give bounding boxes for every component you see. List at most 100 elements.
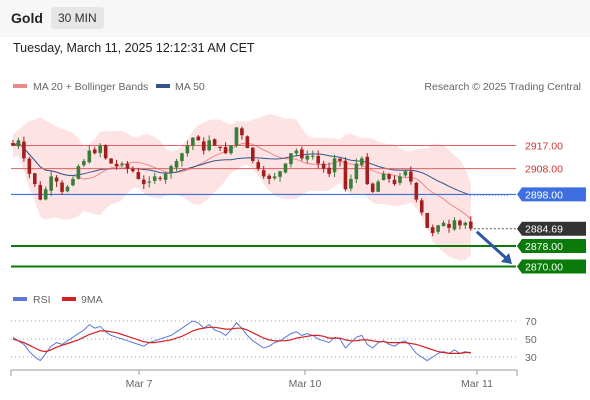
candle [332,154,337,178]
moving-averages [12,142,472,220]
candle-body [338,158,342,161]
support-tag-1-label: 2878.00 [525,241,563,253]
candle-body [98,145,102,153]
candle [60,180,64,195]
candle-body [343,160,348,190]
pivot-tag: 2898.00 [517,187,586,202]
candle-body [33,173,37,185]
candle [256,159,261,172]
candle-body [430,227,435,234]
resistance-tag-1-label: 2917.00 [525,140,563,152]
candle [469,216,473,231]
candle [109,158,113,164]
candle [92,146,97,155]
x-tick-label-1: Mar 7 [126,378,153,390]
x-axis-ticks: Mar 7 Mar 10 Mar 11 [126,370,493,390]
ma50-legend-swatch [156,84,170,88]
rsi-tick-70: 70 [525,316,537,328]
candle [16,137,21,150]
candle-body [376,181,380,192]
last-price-tag-label: 2884.69 [525,224,563,236]
candle [360,156,364,168]
candle [387,173,391,183]
candle [447,219,451,233]
candle-body [387,174,391,179]
candle-body [109,158,113,164]
candle [338,158,342,167]
candle [354,158,359,184]
candle [452,217,457,231]
rsi-line [12,320,471,362]
candle [191,137,195,151]
candle [33,172,37,187]
candle [463,221,468,229]
ma20-legend-label: MA 20 + Bollinger Bands [33,81,148,93]
candle-body [240,128,244,136]
interval-button[interactable]: 30 MIN [51,7,104,29]
candle-body [92,149,97,154]
symbol-name: Gold [11,10,43,26]
candle [201,137,206,155]
candle [289,153,293,168]
candle-body [218,146,222,149]
projection-arrow-shaft [475,230,509,261]
candle-body [11,142,15,146]
candle-body [136,172,141,179]
candle-body [22,141,26,159]
candle-body [419,200,424,213]
candle [316,150,320,169]
candle-body [256,162,261,169]
candle [261,165,266,179]
candle [409,166,413,185]
candle-body [360,158,364,165]
candle-body [458,220,462,226]
support-tag-2: 2870.00 [517,259,586,274]
ma20-legend-swatch [13,84,27,88]
candle [234,127,239,148]
candle [310,150,315,160]
candle-body [158,177,162,179]
candle [185,140,190,157]
candle-body [103,145,108,159]
candle-body [207,140,211,151]
candle [65,185,70,193]
candle-body [321,163,326,169]
candle [240,126,244,140]
rsi-panel: 70 50 30 [11,316,537,364]
candle-body [163,173,168,180]
candle-body [49,176,53,191]
candle [76,164,81,180]
last-price-tag-box [517,221,586,236]
candle [196,135,201,141]
candle-body [452,220,457,230]
pivot-tag-label: 2898.00 [525,189,563,201]
candle-body [294,150,299,154]
candle-body [201,141,206,151]
candle-body [54,177,59,182]
candle-body [212,139,217,146]
candle-body [234,127,239,146]
candle-body [245,136,250,149]
candle [142,175,146,189]
candle-body [71,178,75,186]
candle-body [169,166,173,174]
candle [87,145,92,164]
candle-body [316,155,320,164]
candle-body [365,156,370,185]
candle-body [16,140,21,147]
support-tag-2-box [517,259,586,274]
candle-body [60,182,64,192]
candle [169,164,173,179]
candle-body [65,186,70,192]
candle [158,176,162,181]
candle [283,163,288,174]
level-tags: 2917.00 2908.00 2898.00 2884.69 2878.00 2870.… [517,140,586,274]
candle [229,145,233,155]
candle [245,135,250,149]
resistance-tag-2-label: 2908.00 [525,164,563,176]
candle-body [191,137,195,146]
candle-body [261,170,266,177]
chart-datetime: Tuesday, March 11, 2025 12:12:31 AM CET [13,41,255,55]
candle [218,146,222,152]
candle-body [152,176,157,181]
